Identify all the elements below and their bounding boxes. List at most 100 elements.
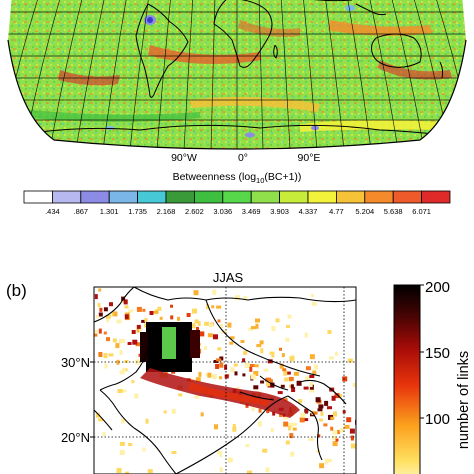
link-cell: [243, 350, 248, 355]
link-cell: [332, 435, 337, 440]
link-cell: [240, 340, 245, 343]
colorbar-a-swatch: [421, 190, 451, 204]
link-cell: [124, 360, 129, 363]
link-cell: [251, 407, 255, 412]
colorbar-a-tick-label: 4.337: [299, 207, 318, 216]
link-cell: [342, 410, 346, 414]
link-cell: [263, 368, 269, 372]
link-cell: [163, 410, 167, 414]
link-cell: [193, 290, 199, 296]
link-cell: [192, 308, 197, 314]
colorbar-a-swatch: [279, 190, 309, 204]
colorbar-a-swatch: [335, 190, 366, 204]
colorbar-a-swatch: [165, 190, 195, 204]
link-cell: [249, 364, 255, 367]
colorbar-a-tick-label: .434: [45, 207, 60, 216]
link-cell: [227, 322, 232, 328]
link-cell: [309, 384, 314, 390]
link-cell: [288, 376, 294, 381]
link-cell: [98, 328, 102, 334]
link-cell: [257, 421, 262, 427]
link-cell: [283, 398, 288, 402]
link-cell: [104, 363, 108, 369]
link-cell: [293, 423, 298, 426]
lon-label-90w: 90°W: [171, 152, 197, 164]
link-cell: [309, 375, 315, 378]
link-cell: [244, 362, 250, 368]
link-cell: [279, 413, 283, 417]
colorbar-a-swatch: [137, 190, 167, 204]
link-cell: [131, 330, 136, 334]
link-cell: [248, 327, 254, 331]
colorbar-a-swatch: [307, 190, 337, 204]
link-cell: [312, 411, 318, 415]
link-cell: [207, 372, 212, 378]
colorbar-a-tick-label: 6.071: [412, 207, 431, 216]
link-cell: [279, 347, 282, 351]
link-cell: [190, 323, 196, 329]
colorbar-a-title: Betweenness (log10(BC+1)): [173, 171, 302, 185]
lon-label-90e: 90°E: [298, 152, 321, 164]
link-cell: [335, 351, 338, 356]
link-cell: [128, 309, 134, 313]
link-cell: [272, 411, 276, 416]
link-cell: [256, 344, 262, 348]
link-cell: [157, 306, 162, 311]
link-cell: [115, 343, 120, 349]
link-cell: [270, 382, 275, 388]
link-cell: [236, 386, 240, 390]
lon-label-0: 0°: [238, 152, 248, 164]
link-cell: [102, 432, 106, 437]
link-cell: [266, 377, 272, 382]
colorbar-b: [393, 284, 424, 474]
colorbar-a-tick-label: 1.735: [128, 207, 147, 216]
link-cell: [325, 458, 331, 463]
link-cell: [247, 470, 252, 474]
link-cell: [271, 354, 275, 358]
colorbar-a-tick-label: 5.638: [384, 207, 403, 216]
link-cell: [131, 380, 135, 384]
link-cell: [253, 371, 259, 376]
link-cell: [98, 352, 103, 357]
panel-b-label: (b): [6, 281, 27, 300]
link-cell: [232, 426, 237, 432]
link-cell: [119, 441, 125, 446]
link-cell: [197, 321, 201, 327]
link-cell: [159, 316, 163, 320]
link-cell: [235, 295, 240, 301]
link-cell: [94, 294, 98, 300]
link-cell: [141, 319, 146, 323]
colorbar-a-tick-label: 4.77: [329, 207, 344, 216]
link-cell: [260, 348, 264, 354]
link-cell: [219, 454, 223, 457]
colorbar-a-tick-label: 2.168: [157, 207, 176, 216]
link-cell: [213, 334, 218, 340]
link-cell: [282, 368, 287, 372]
link-cell: [352, 383, 356, 387]
link-cell: [270, 428, 274, 433]
link-cell: [283, 421, 289, 427]
link-cell: [120, 339, 126, 343]
link-cell: [94, 329, 98, 333]
link-cell: [262, 448, 268, 453]
link-cell: [135, 359, 141, 365]
link-cell: [227, 457, 233, 463]
link-cell: [312, 370, 317, 375]
link-cell: [286, 325, 290, 328]
link-cell: [216, 358, 222, 362]
link-cell: [333, 411, 337, 417]
link-cell: [220, 324, 224, 328]
colorbar-a-tick-label: 1.301: [100, 207, 119, 216]
link-cell: [149, 311, 154, 315]
link-cell: [243, 296, 248, 301]
link-cell: [116, 359, 120, 365]
link-cell: [194, 319, 199, 324]
link-cell: [314, 364, 318, 370]
link-cell: [198, 371, 202, 377]
link-cell: [245, 444, 250, 448]
link-cell: [147, 469, 153, 474]
link-cell: [308, 437, 314, 441]
link-cell: [330, 416, 335, 420]
link-cell: [349, 428, 355, 434]
link-cell: [289, 356, 295, 362]
